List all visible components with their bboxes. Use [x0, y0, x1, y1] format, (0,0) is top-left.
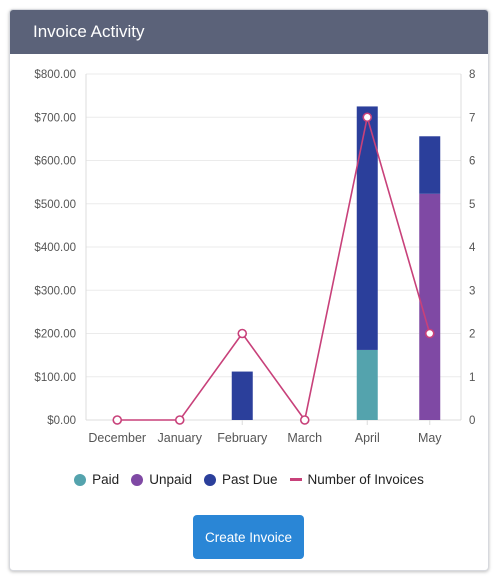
- x-tick-label: January: [158, 431, 203, 445]
- legend-label-number-of-invoices: Number of Invoices: [307, 472, 424, 487]
- bar-past-due: [419, 136, 441, 194]
- x-tick-label: March: [287, 431, 322, 445]
- chart-legend: Paid Unpaid Past Due Number of Invoices: [10, 472, 488, 487]
- legend-item-unpaid[interactable]: Unpaid: [131, 472, 192, 487]
- y-right-tick-label: 1: [469, 372, 475, 384]
- legend-item-paid[interactable]: Paid: [74, 472, 119, 487]
- y-right-tick-label: 7: [469, 112, 475, 124]
- y-left-tick-label: $800.00: [34, 69, 76, 81]
- legend-swatch-paid: [74, 473, 87, 486]
- bar-past-due: [231, 371, 253, 420]
- invoices-line: [117, 117, 431, 422]
- invoice-activity-card: Invoice Activity $0.00 $100.00 $200.00 $300…: [9, 9, 489, 571]
- y-right-tick-label: 6: [469, 156, 475, 168]
- y-left-tick-label: $200.00: [34, 329, 76, 341]
- y-right-tick-label: 3: [469, 285, 475, 297]
- y-left-tick-label: $700.00: [34, 112, 76, 124]
- create-invoice-button[interactable]: Create Invoice: [193, 515, 304, 559]
- y-left-tick-label: $500.00: [34, 199, 76, 211]
- invoices-point: [174, 415, 185, 425]
- bar-unpaid: [419, 193, 441, 420]
- bar-past-due: [356, 106, 378, 350]
- legend-swatch-unpaid: [131, 473, 144, 486]
- x-tick-label: May: [418, 431, 442, 445]
- invoices-point: [299, 415, 310, 425]
- y-left-tick-label: $0.00: [47, 415, 76, 427]
- invoices-point: [237, 328, 248, 339]
- invoices-point: [424, 328, 435, 339]
- invoice-activity-chart: $0.00 $100.00 $200.00 $300.00 $400.00 $500.00…: [34, 69, 476, 445]
- y-left-tick-label: $400.00: [34, 242, 76, 254]
- legend-swatch-past-due: [203, 473, 216, 486]
- y-left-tick-label: $300.00: [34, 285, 76, 297]
- legend-item-past-due[interactable]: Past Due: [203, 472, 278, 487]
- x-tick-label: February: [217, 431, 268, 445]
- y-left-tick-label: $100.00: [34, 372, 76, 384]
- legend-label-unpaid: Unpaid: [149, 472, 192, 487]
- card-title: Invoice Activity: [33, 22, 145, 41]
- y-right-tick-label: 0: [469, 415, 475, 427]
- y-right-tick-label: 2: [469, 329, 475, 341]
- legend-label-paid: Paid: [92, 472, 120, 487]
- y-right-tick-label: 8: [469, 69, 475, 81]
- x-tick-label: December: [88, 431, 146, 445]
- bar-paid: [356, 349, 378, 420]
- legend-swatch-number-of-invoices: [289, 478, 302, 481]
- legend-item-number-of-invoices[interactable]: Number of Invoices: [289, 472, 424, 487]
- legend-label-past-due: Past Due: [221, 472, 278, 487]
- card-header: Invoice Activity: [10, 10, 488, 54]
- y-right-tick-label: 4: [469, 242, 476, 254]
- invoices-point: [112, 415, 123, 425]
- x-tick-label: April: [355, 431, 380, 445]
- invoices-point: [362, 112, 373, 123]
- y-right-tick-label: 5: [469, 199, 475, 211]
- y-left-tick-label: $600.00: [34, 156, 76, 168]
